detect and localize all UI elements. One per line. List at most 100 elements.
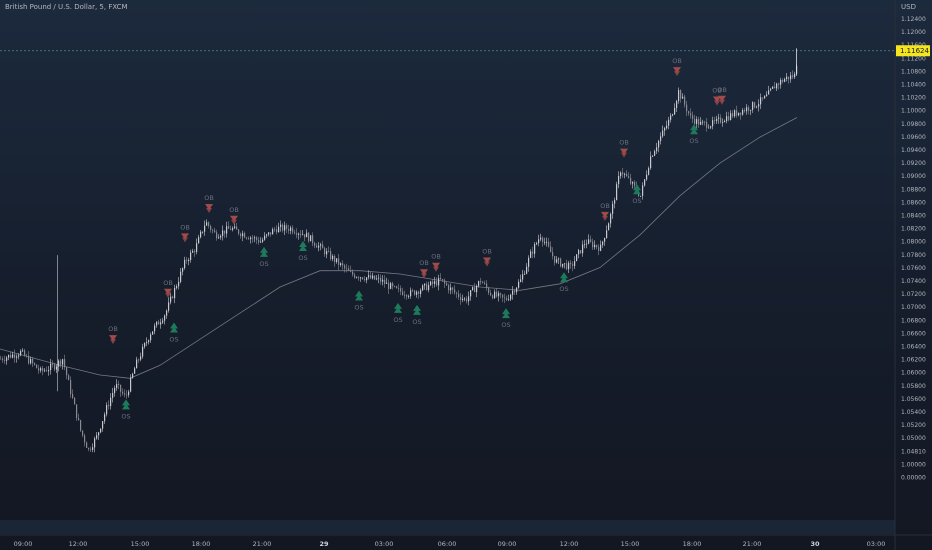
ob-marker-icon bbox=[165, 292, 171, 298]
candle-body bbox=[126, 394, 128, 396]
y-tick-label: 1.06400 bbox=[901, 344, 926, 351]
ob-marker-icon bbox=[601, 211, 609, 218]
y-tick-label: 1.08600 bbox=[901, 199, 926, 206]
candle-body bbox=[6, 357, 8, 361]
ob-marker-icon bbox=[164, 288, 172, 295]
os-signal: OS bbox=[393, 302, 403, 324]
candle-body bbox=[772, 86, 774, 89]
candle-body bbox=[324, 248, 326, 255]
candle-body bbox=[110, 397, 112, 407]
x-tick-label: 12:00 bbox=[560, 540, 579, 548]
os-label: OS bbox=[259, 260, 268, 268]
candle-body bbox=[138, 359, 140, 361]
ob-marker-icon bbox=[109, 335, 117, 342]
candle-body bbox=[130, 377, 132, 392]
candle-body bbox=[770, 88, 772, 91]
candle-body bbox=[42, 368, 44, 371]
candle-body bbox=[188, 260, 190, 261]
candle-body bbox=[278, 226, 280, 233]
ob-label: OB bbox=[229, 206, 239, 214]
candle-body bbox=[406, 295, 408, 297]
candle-body bbox=[338, 258, 340, 265]
candle-body bbox=[120, 384, 122, 392]
candle-body bbox=[158, 321, 160, 325]
candle-body bbox=[616, 184, 618, 201]
candle-body bbox=[656, 147, 658, 152]
candle-body bbox=[52, 363, 54, 365]
candle-body bbox=[128, 391, 130, 396]
candle-body bbox=[56, 366, 58, 370]
candle-body bbox=[602, 241, 604, 245]
y-tick-label: 1.07200 bbox=[901, 291, 926, 298]
candle-body bbox=[724, 121, 726, 122]
y-tick-label: 1.05800 bbox=[901, 383, 926, 390]
candle-body bbox=[518, 281, 520, 288]
y-tick-label: 0.00000 bbox=[901, 475, 926, 482]
ob-marker-icon bbox=[420, 269, 428, 276]
candle-body bbox=[352, 271, 354, 275]
candle-body bbox=[450, 287, 452, 291]
candle-body bbox=[384, 279, 386, 284]
candle-body bbox=[762, 97, 764, 99]
ob-label: OB bbox=[204, 194, 214, 202]
candle-body bbox=[786, 76, 788, 80]
candle-body bbox=[700, 121, 702, 125]
candle-body bbox=[462, 298, 464, 300]
y-axis-ticks: 1.124001.120001.116001.112001.108001.104… bbox=[901, 16, 926, 482]
candle-body bbox=[92, 447, 94, 450]
candle-body bbox=[416, 291, 418, 295]
candle-body bbox=[284, 225, 286, 231]
candle-body bbox=[428, 285, 430, 290]
candle-body bbox=[792, 75, 794, 78]
y-tick-label: 1.09000 bbox=[901, 173, 926, 180]
candle-body bbox=[554, 256, 556, 263]
os-marker-icon bbox=[122, 403, 130, 410]
y-tick-label: 1.05200 bbox=[901, 422, 926, 429]
candle-body bbox=[184, 259, 186, 269]
candle-body bbox=[228, 226, 230, 229]
candle-body bbox=[764, 96, 766, 99]
candle-body bbox=[730, 113, 732, 120]
os-marker-icon bbox=[394, 302, 402, 309]
candle-body bbox=[620, 172, 622, 177]
os-signal: OS bbox=[354, 290, 364, 312]
candle-body bbox=[714, 120, 716, 122]
y-tick-label: 1.11200 bbox=[901, 55, 926, 62]
candle-body bbox=[216, 232, 218, 239]
candle-body bbox=[568, 262, 570, 270]
x-tick-label: 30 bbox=[810, 540, 820, 548]
candle-body bbox=[290, 227, 292, 231]
candle-body bbox=[570, 262, 572, 265]
candle-body bbox=[498, 293, 500, 297]
candle-body bbox=[172, 296, 174, 299]
candle-body bbox=[118, 383, 120, 385]
ob-marker-icon bbox=[182, 237, 188, 243]
candle-body bbox=[582, 244, 584, 254]
candle-body bbox=[244, 233, 246, 238]
candle-body bbox=[644, 179, 646, 186]
candle-body bbox=[500, 293, 502, 295]
y-tick-label: 1.09600 bbox=[901, 134, 926, 141]
os-marker-icon bbox=[355, 294, 363, 301]
candle-body bbox=[116, 383, 118, 389]
candle-body bbox=[776, 83, 778, 89]
candle-body bbox=[496, 291, 498, 297]
candle-body bbox=[736, 110, 738, 116]
candle-body bbox=[442, 279, 444, 281]
candle-body bbox=[18, 355, 20, 357]
candle-body bbox=[348, 268, 350, 271]
candle-body bbox=[648, 168, 650, 175]
y-tick-label: 1.10400 bbox=[901, 82, 926, 89]
candle-body bbox=[698, 119, 700, 125]
candle-body bbox=[414, 290, 416, 295]
ob-label: OB bbox=[672, 57, 682, 65]
candle-body bbox=[440, 278, 442, 280]
candle-body bbox=[726, 116, 728, 121]
os-label: OS bbox=[354, 304, 363, 312]
candle-body bbox=[666, 125, 668, 129]
candle-body bbox=[160, 322, 162, 325]
candle-body bbox=[494, 291, 496, 299]
candle-body bbox=[212, 229, 214, 231]
